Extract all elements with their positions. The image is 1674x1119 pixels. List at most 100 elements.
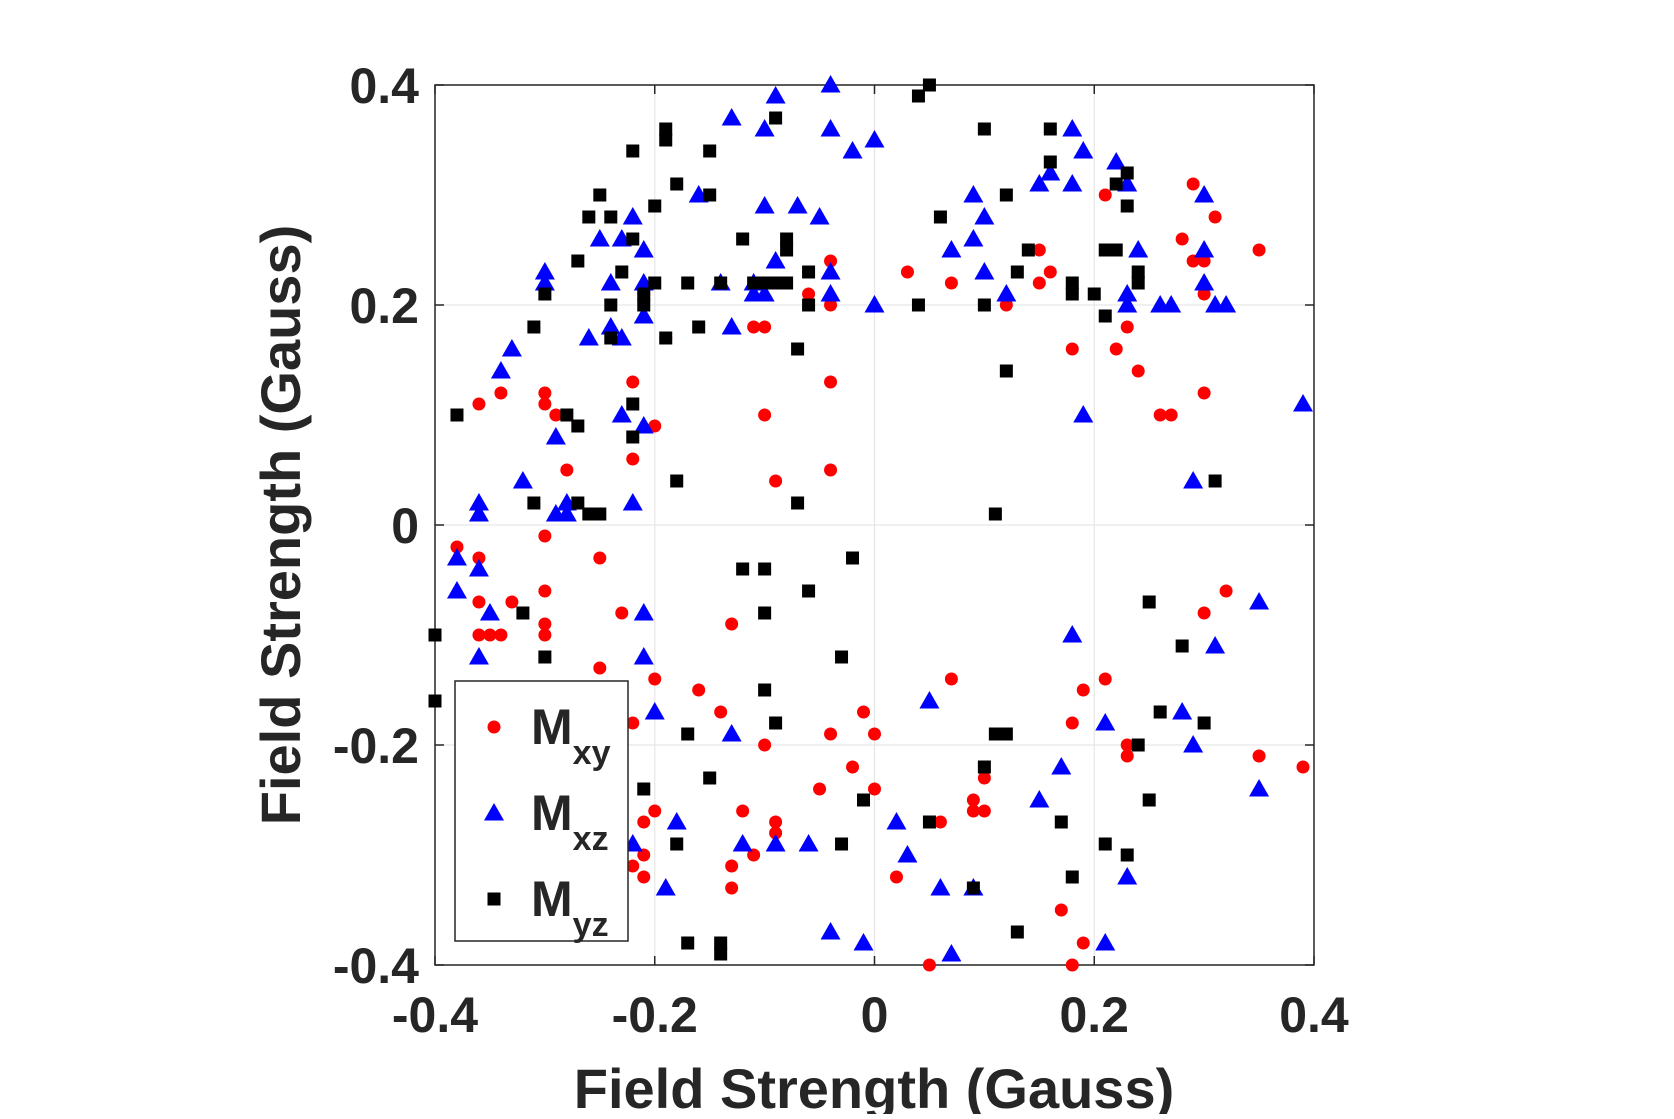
data-point-yz xyxy=(527,496,541,510)
data-point-xz xyxy=(1062,119,1083,137)
data-point-yz xyxy=(626,397,640,411)
data-point-yz xyxy=(1065,276,1079,290)
data-point-yz xyxy=(538,650,552,664)
legend-marker-xy xyxy=(487,720,501,734)
data-point-yz xyxy=(626,430,640,444)
data-point-yz xyxy=(1142,793,1156,807)
data-point-yz xyxy=(736,232,750,246)
data-point-xy xyxy=(637,815,651,829)
data-point-xz xyxy=(534,262,555,280)
data-point-xy xyxy=(758,320,772,334)
data-point-xy xyxy=(648,672,662,686)
data-point-xy xyxy=(758,738,772,752)
data-point-yz xyxy=(999,364,1013,378)
data-point-xz xyxy=(479,603,500,621)
data-point-xy xyxy=(615,606,629,620)
data-point-yz xyxy=(648,199,662,213)
data-point-yz xyxy=(758,276,772,290)
data-point-yz xyxy=(681,276,695,290)
data-point-xz xyxy=(1117,295,1138,313)
data-point-xy xyxy=(1186,254,1200,268)
data-point-xz xyxy=(941,944,962,962)
legend-label-subscript: xz xyxy=(573,820,609,858)
data-point-xy xyxy=(626,859,640,873)
data-point-xy xyxy=(593,551,607,565)
data-point-xy xyxy=(977,771,991,785)
data-point-yz xyxy=(1142,595,1156,609)
data-point-xy xyxy=(483,628,497,642)
data-point-yz xyxy=(1208,474,1222,488)
data-point-xy xyxy=(857,705,871,719)
legend-label-subscript: xy xyxy=(573,734,611,772)
data-point-yz xyxy=(922,78,936,92)
data-point-yz xyxy=(703,771,717,785)
data-point-yz xyxy=(659,331,673,345)
data-point-xz xyxy=(974,262,995,280)
data-point-xz xyxy=(1205,636,1226,654)
data-point-xz xyxy=(1062,625,1083,643)
data-point-xy xyxy=(1076,683,1090,697)
x-tick-label: -0.2 xyxy=(612,987,698,1043)
data-point-xy xyxy=(900,265,914,279)
data-point-yz xyxy=(538,287,552,301)
data-point-xz xyxy=(864,130,885,148)
data-point-yz xyxy=(681,727,695,741)
data-point-xz xyxy=(545,427,566,445)
data-point-yz xyxy=(593,507,607,521)
y-tick-label: 0 xyxy=(391,498,419,554)
data-point-yz xyxy=(736,562,750,576)
data-point-xz xyxy=(721,724,742,742)
data-point-xz xyxy=(644,702,665,720)
data-point-xy xyxy=(1252,749,1266,763)
data-point-yz xyxy=(626,232,640,246)
data-point-yz xyxy=(1120,199,1134,213)
data-point-yz xyxy=(428,628,442,642)
data-point-xz xyxy=(490,361,511,379)
data-point-xz xyxy=(820,284,841,302)
data-point-yz xyxy=(714,947,728,961)
data-point-yz xyxy=(648,276,662,290)
data-point-xy xyxy=(999,298,1013,312)
data-point-xy xyxy=(1098,188,1112,202)
data-point-yz xyxy=(1043,155,1057,169)
data-point-xy xyxy=(1197,386,1211,400)
data-point-xy xyxy=(538,529,552,543)
data-point-yz xyxy=(626,144,640,158)
data-point-xz xyxy=(820,922,841,940)
data-point-xy xyxy=(824,254,838,268)
data-point-xz xyxy=(930,878,951,896)
data-point-xz xyxy=(787,196,808,214)
data-point-xz xyxy=(1249,592,1270,610)
data-point-xz xyxy=(622,207,643,225)
data-point-xz xyxy=(1183,471,1204,489)
data-point-yz xyxy=(758,606,772,620)
data-point-yz xyxy=(1065,870,1079,884)
data-point-xy xyxy=(538,617,552,631)
data-point-xz xyxy=(1194,185,1215,203)
data-point-xz xyxy=(534,273,555,291)
legend-label-main: M xyxy=(531,871,573,927)
data-point-xy xyxy=(505,595,519,609)
data-point-xy xyxy=(1153,408,1167,422)
data-point-yz xyxy=(977,760,991,774)
data-point-yz xyxy=(571,254,585,268)
data-point-xz xyxy=(1062,174,1083,192)
data-point-xy xyxy=(824,375,838,389)
data-point-yz xyxy=(1098,837,1112,851)
data-point-xy xyxy=(450,540,464,554)
data-point-xz xyxy=(468,493,489,511)
data-point-xy xyxy=(813,782,827,796)
data-point-xz xyxy=(1029,790,1050,808)
data-point-xz xyxy=(864,295,885,313)
data-point-xz xyxy=(1073,141,1094,159)
data-point-yz xyxy=(835,650,849,664)
data-point-yz xyxy=(758,562,772,576)
legend-label-xy: Mxy xyxy=(531,699,611,772)
x-axis-title: Field Strength (Gauss) xyxy=(574,1057,1175,1114)
data-point-yz xyxy=(703,188,717,202)
data-point-xz xyxy=(600,273,621,291)
data-point-yz xyxy=(911,89,925,103)
data-point-xz xyxy=(666,812,687,830)
data-point-xz xyxy=(721,317,742,335)
data-point-xz xyxy=(446,548,467,566)
